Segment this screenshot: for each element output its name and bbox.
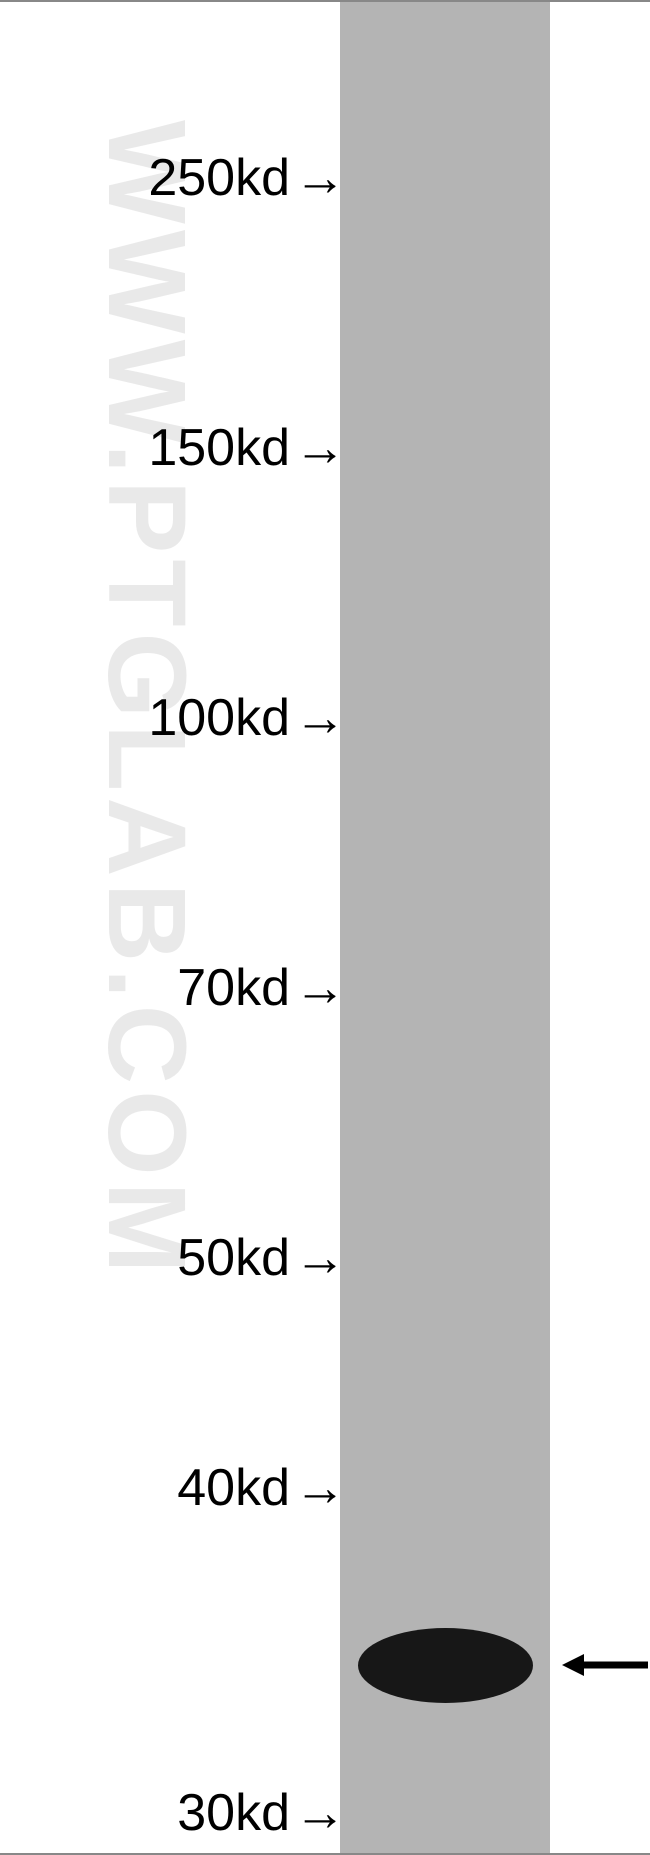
marker-arrow-icon: → [294, 148, 340, 208]
marker-100kd: 100kd→ [148, 688, 340, 748]
marker-label-text: 70kd [177, 958, 290, 1018]
marker-arrow-icon: → [294, 1228, 340, 1288]
marker-30kd: 30kd→ [177, 1783, 340, 1843]
marker-70kd: 70kd→ [177, 958, 340, 1018]
blot-lane [340, 2, 550, 1853]
marker-label-text: 30kd [177, 1783, 290, 1843]
marker-label-text: 100kd [148, 688, 290, 748]
marker-label-text: 40kd [177, 1458, 290, 1518]
figure-top-border [0, 0, 650, 2]
marker-arrow-icon: → [294, 958, 340, 1018]
marker-arrow-icon: → [294, 1783, 340, 1843]
protein-band [358, 1628, 533, 1703]
marker-label-text: 150kd [148, 418, 290, 478]
marker-250kd: 250kd→ [148, 148, 340, 208]
marker-50kd: 50kd→ [177, 1228, 340, 1288]
blot-figure: WWW.PTGLAB.COM 250kd→ 150kd→ 100kd→ 70kd… [0, 0, 650, 1855]
marker-label-text: 50kd [177, 1228, 290, 1288]
marker-arrow-icon: → [294, 688, 340, 748]
marker-label-text: 250kd [148, 148, 290, 208]
band-indicator-arrow-icon [560, 1645, 650, 1685]
marker-arrow-icon: → [294, 418, 340, 478]
marker-150kd: 150kd→ [148, 418, 340, 478]
marker-arrow-icon: → [294, 1458, 340, 1518]
marker-40kd: 40kd→ [177, 1458, 340, 1518]
